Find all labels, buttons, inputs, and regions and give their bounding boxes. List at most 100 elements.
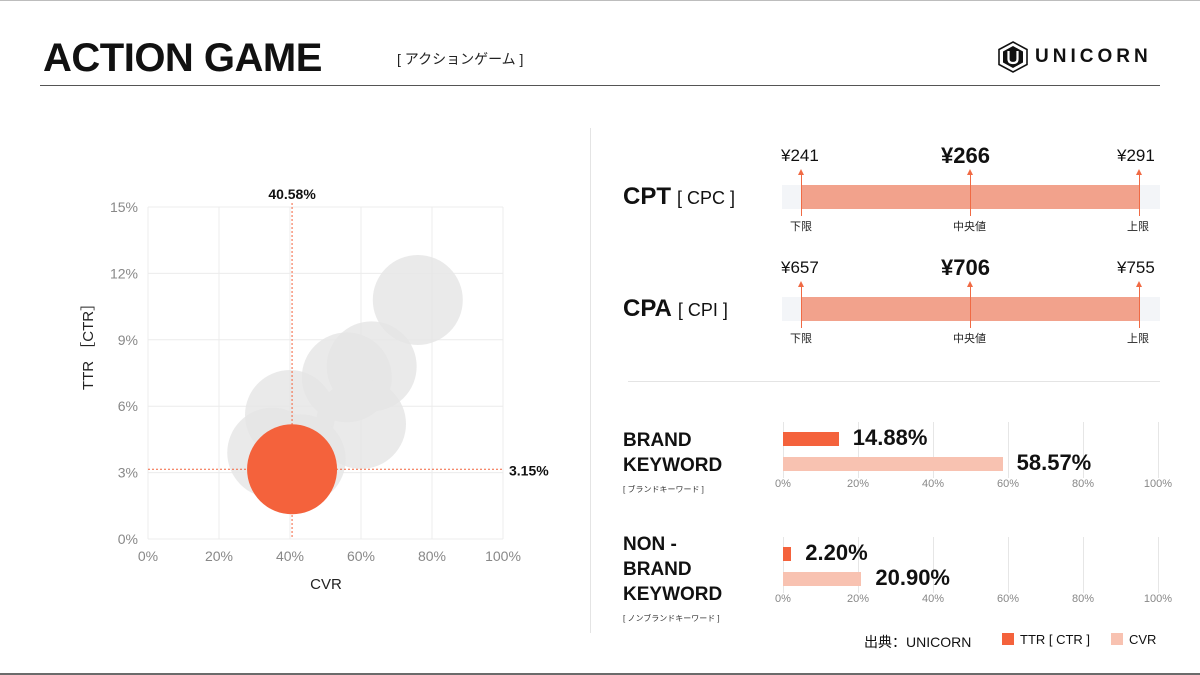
cpa-mid-value: ¥706 bbox=[941, 255, 990, 280]
brand-keyword-subtitle: [ ブランドキーワード ] bbox=[623, 485, 704, 494]
legend-ttr-swatch bbox=[1002, 633, 1014, 645]
logo-text: UNICORN bbox=[1035, 46, 1152, 67]
bubble-chart-reference-lines bbox=[148, 203, 503, 539]
kw-grid-line bbox=[1083, 422, 1084, 478]
ref-x-label: 40.58% bbox=[268, 186, 316, 202]
nonbrand-keyword-subtitle: [ ノンブランドキーワード ] bbox=[623, 614, 720, 623]
cpt-low-arrow bbox=[798, 169, 804, 175]
cpt-mid-arrow bbox=[967, 169, 973, 175]
kw-tick-label: 80% bbox=[1071, 593, 1095, 605]
y-tick-label: 12% bbox=[110, 265, 138, 281]
y-tick-label: 15% bbox=[110, 199, 138, 215]
kw-tick-label: 40% bbox=[921, 593, 945, 605]
page-subtitle: [ アクションゲーム ] bbox=[397, 51, 524, 67]
cpa-high-caption: 上限 bbox=[1127, 333, 1149, 345]
kw-value-label-cvr: 58.57% bbox=[1016, 450, 1092, 475]
cpa-high-value: ¥755 bbox=[1117, 258, 1155, 277]
kw-tick-label: 80% bbox=[1071, 478, 1095, 490]
kw-value-label-cvr: 20.90% bbox=[875, 565, 950, 590]
x-tick-label: 0% bbox=[138, 548, 158, 564]
nonbrand-title-line-2: BRAND bbox=[623, 559, 692, 580]
legend-ttr-label: TTR [ CTR ] bbox=[1020, 632, 1091, 647]
kw-grid-line bbox=[1008, 537, 1009, 593]
kw-value-label-ttr: 2.20% bbox=[805, 540, 868, 565]
kw-grid-line bbox=[783, 422, 784, 478]
bubble-chart-points bbox=[227, 254, 463, 515]
cpa-mid-marker bbox=[970, 286, 971, 328]
kw-grid-line bbox=[1083, 537, 1084, 593]
kw-grid-line bbox=[1008, 422, 1009, 478]
legend-cvr-swatch bbox=[1111, 633, 1123, 645]
nonbrand-keyword-title: NON - BRAND KEYWORD bbox=[623, 532, 722, 607]
cpa-low-arrow bbox=[798, 281, 804, 287]
kw-tick-label: 60% bbox=[996, 593, 1020, 605]
x-axis-label: CVR bbox=[310, 576, 342, 593]
metric-cpt-sub: [ CPC ] bbox=[677, 188, 736, 208]
y-tick-label: 9% bbox=[118, 332, 138, 348]
metric-cpa-label: CPA[ CPI ] bbox=[623, 295, 728, 323]
kw-tick-label: 20% bbox=[846, 478, 870, 490]
cpa-mid-caption: 中央値 bbox=[953, 333, 986, 345]
cpa-low-value: ¥657 bbox=[781, 258, 819, 277]
ref-y-label: 3.15% bbox=[509, 462, 549, 478]
unicorn-logo: UNICORN bbox=[995, 40, 1165, 74]
cpt-high-caption: 上限 bbox=[1127, 221, 1149, 233]
cpa-high-marker bbox=[1139, 286, 1140, 328]
kw-grid-line bbox=[1158, 422, 1159, 478]
x-tick-label: 60% bbox=[347, 548, 375, 564]
y-axis-label: TTR ［CTR］ bbox=[80, 296, 97, 390]
cpa-low-caption: 下限 bbox=[790, 333, 812, 345]
x-tick-label: 40% bbox=[276, 548, 304, 564]
cpt-low-value: ¥241 bbox=[781, 146, 819, 165]
y-tick-label: 6% bbox=[118, 398, 138, 414]
kw-tick-label: 0% bbox=[775, 478, 791, 490]
cpa-high-arrow bbox=[1136, 281, 1142, 287]
kw-grid-line bbox=[933, 422, 934, 478]
cpa-mid-arrow bbox=[967, 281, 973, 287]
kw-tick-label: 60% bbox=[996, 478, 1020, 490]
kw-tick-label: 0% bbox=[775, 593, 791, 605]
kw-tick-label: 40% bbox=[921, 478, 945, 490]
x-tick-label: 100% bbox=[485, 548, 521, 564]
kw-grid-line bbox=[933, 537, 934, 593]
bubble-chart-ticks: 0% 20% 40% 60% 80% 100% 0% 3% 6% 9% 12% 15% bbox=[110, 199, 521, 564]
cpt-mid-caption: 中央値 bbox=[953, 221, 986, 233]
top-border bbox=[0, 0, 1200, 1]
metric-cpt-label: CPT [ CPC ] bbox=[623, 183, 735, 211]
legend-cvr-label: CVR bbox=[1129, 632, 1157, 647]
kw-bar-ttr bbox=[783, 432, 839, 446]
kw-tick-label: 100% bbox=[1143, 478, 1173, 490]
brand-keyword-title: BRAND KEYWORD bbox=[623, 428, 743, 478]
cpt-low-caption: 下限 bbox=[790, 221, 812, 233]
cpt-high-arrow bbox=[1136, 169, 1142, 175]
y-tick-label: 3% bbox=[118, 465, 138, 481]
nonbrand-title-line-1: NON - bbox=[623, 534, 677, 555]
y-tick-label: 0% bbox=[118, 531, 138, 547]
cpa-low-marker bbox=[801, 286, 802, 328]
bubble-point bbox=[372, 254, 463, 345]
kw-bar-ttr bbox=[783, 547, 792, 561]
bubble-chart: 0% 20% 40% 60% 80% 100%0%3%6%9%12%15% 40.58% … bbox=[80, 186, 549, 593]
kw-bar-cvr bbox=[783, 572, 862, 586]
x-tick-label: 80% bbox=[418, 548, 446, 564]
metric-cpa-name: CPA bbox=[623, 295, 672, 322]
kw-tick-label: 100% bbox=[1143, 593, 1173, 605]
metric-cpt-name: CPT bbox=[623, 183, 671, 210]
bottom-border bbox=[0, 673, 1200, 675]
cpt-mid-value: ¥266 bbox=[941, 143, 990, 168]
cpt-mid-marker bbox=[970, 174, 971, 216]
kw-grid-line bbox=[858, 537, 859, 593]
brand-keyword-title-text: BRAND KEYWORD bbox=[623, 430, 723, 476]
header-divider bbox=[40, 85, 1160, 86]
kw-tick-label: 20% bbox=[846, 593, 870, 605]
metric-cpa-sub: [ CPI ] bbox=[677, 300, 728, 320]
cpt-low-marker bbox=[801, 174, 802, 216]
kw-bar-cvr bbox=[783, 457, 1003, 471]
cpt-high-marker bbox=[1139, 174, 1140, 216]
cpt-high-value: ¥291 bbox=[1117, 146, 1155, 165]
unicorn-logo-icon bbox=[998, 41, 1028, 73]
horizontal-divider bbox=[628, 381, 1160, 382]
vertical-divider bbox=[590, 128, 591, 633]
kw-value-label-ttr: 14.88% bbox=[852, 425, 928, 450]
page-title: ACTION GAME bbox=[43, 36, 322, 80]
